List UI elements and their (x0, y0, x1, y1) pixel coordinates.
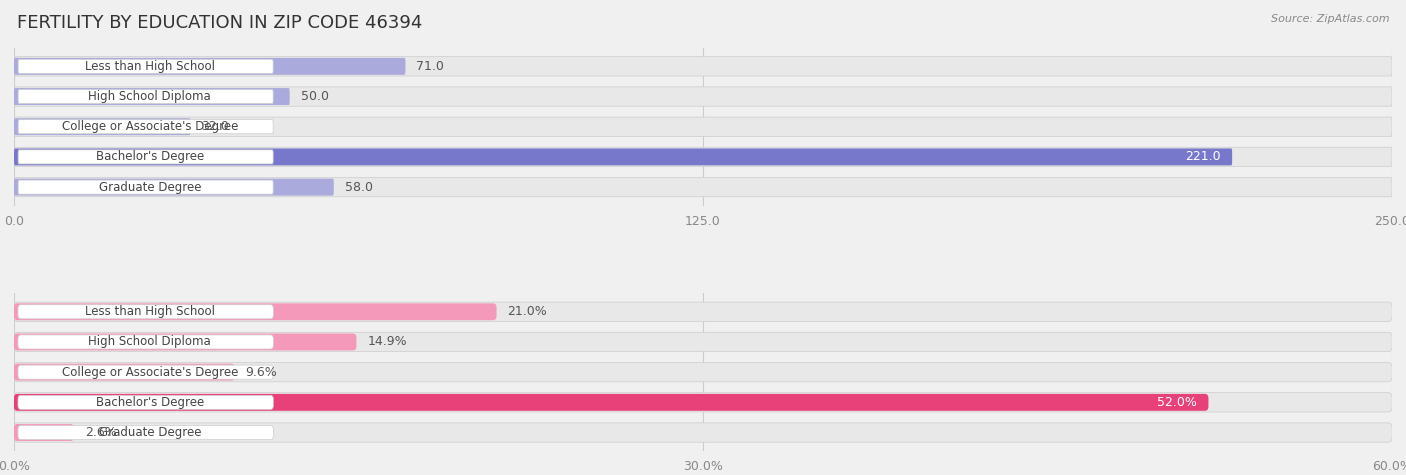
FancyBboxPatch shape (14, 87, 1392, 106)
FancyBboxPatch shape (18, 426, 273, 439)
FancyBboxPatch shape (14, 118, 190, 135)
Text: 2.6%: 2.6% (84, 426, 117, 439)
FancyBboxPatch shape (14, 179, 333, 196)
FancyBboxPatch shape (14, 147, 1392, 167)
Text: Graduate Degree: Graduate Degree (98, 426, 201, 439)
FancyBboxPatch shape (18, 305, 273, 319)
FancyBboxPatch shape (14, 394, 1208, 411)
Text: 52.0%: 52.0% (1157, 396, 1197, 409)
FancyBboxPatch shape (18, 395, 273, 409)
FancyBboxPatch shape (14, 424, 75, 441)
Text: 14.9%: 14.9% (367, 335, 406, 349)
FancyBboxPatch shape (18, 365, 273, 379)
FancyBboxPatch shape (18, 150, 273, 164)
FancyBboxPatch shape (14, 423, 1392, 442)
Text: 21.0%: 21.0% (508, 305, 547, 318)
FancyBboxPatch shape (14, 333, 357, 351)
FancyBboxPatch shape (14, 149, 1232, 165)
FancyBboxPatch shape (14, 332, 1392, 352)
Text: Source: ZipAtlas.com: Source: ZipAtlas.com (1271, 14, 1389, 24)
Text: FERTILITY BY EDUCATION IN ZIP CODE 46394: FERTILITY BY EDUCATION IN ZIP CODE 46394 (17, 14, 422, 32)
FancyBboxPatch shape (14, 58, 405, 75)
Text: 50.0: 50.0 (301, 90, 329, 103)
Text: 221.0: 221.0 (1185, 151, 1220, 163)
FancyBboxPatch shape (14, 393, 1392, 412)
Text: Bachelor's Degree: Bachelor's Degree (96, 396, 204, 409)
Text: Bachelor's Degree: Bachelor's Degree (96, 151, 204, 163)
FancyBboxPatch shape (18, 89, 273, 104)
Text: Graduate Degree: Graduate Degree (98, 180, 201, 194)
FancyBboxPatch shape (14, 364, 235, 380)
Text: College or Associate's Degree: College or Associate's Degree (62, 366, 238, 379)
FancyBboxPatch shape (14, 302, 1392, 322)
Text: Less than High School: Less than High School (84, 60, 215, 73)
FancyBboxPatch shape (14, 57, 1392, 76)
Text: 9.6%: 9.6% (246, 366, 277, 379)
FancyBboxPatch shape (14, 178, 1392, 197)
FancyBboxPatch shape (18, 120, 273, 134)
FancyBboxPatch shape (18, 335, 273, 349)
FancyBboxPatch shape (14, 117, 1392, 136)
Text: 58.0: 58.0 (344, 180, 373, 194)
Text: 71.0: 71.0 (416, 60, 444, 73)
Text: High School Diploma: High School Diploma (89, 335, 211, 349)
Text: College or Associate's Degree: College or Associate's Degree (62, 120, 238, 133)
FancyBboxPatch shape (14, 362, 1392, 382)
Text: Less than High School: Less than High School (84, 305, 215, 318)
FancyBboxPatch shape (18, 180, 273, 194)
FancyBboxPatch shape (14, 88, 290, 105)
FancyBboxPatch shape (18, 59, 273, 73)
Text: High School Diploma: High School Diploma (89, 90, 211, 103)
Text: 32.0: 32.0 (201, 120, 229, 133)
FancyBboxPatch shape (14, 304, 496, 320)
